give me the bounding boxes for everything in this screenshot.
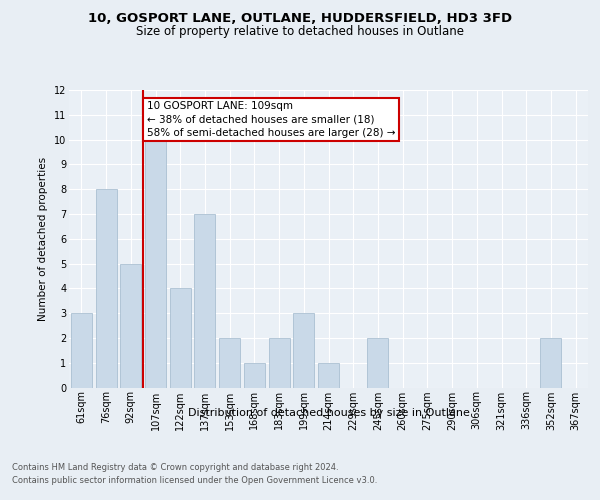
Bar [318,362,339,388]
Text: Size of property relative to detached houses in Outlane: Size of property relative to detached ho… [136,25,464,38]
Bar [244,362,265,388]
Text: 10 GOSPORT LANE: 109sqm
← 38% of detached houses are smaller (18)
58% of semi-de: 10 GOSPORT LANE: 109sqm ← 38% of detache… [147,101,395,138]
Bar [367,338,388,388]
Text: 10, GOSPORT LANE, OUTLANE, HUDDERSFIELD, HD3 3FD: 10, GOSPORT LANE, OUTLANE, HUDDERSFIELD,… [88,12,512,26]
Text: Contains HM Land Registry data © Crown copyright and database right 2024.: Contains HM Land Registry data © Crown c… [12,462,338,471]
Bar [71,313,92,388]
Bar [269,338,290,388]
Bar [194,214,215,388]
Y-axis label: Number of detached properties: Number of detached properties [38,156,48,321]
Bar [120,264,141,388]
Text: Distribution of detached houses by size in Outlane: Distribution of detached houses by size … [188,408,470,418]
Text: Contains public sector information licensed under the Open Government Licence v3: Contains public sector information licen… [12,476,377,485]
Bar [145,140,166,388]
Bar [293,313,314,388]
Bar [95,189,116,388]
Bar [170,288,191,388]
Bar [219,338,240,388]
Bar [541,338,562,388]
